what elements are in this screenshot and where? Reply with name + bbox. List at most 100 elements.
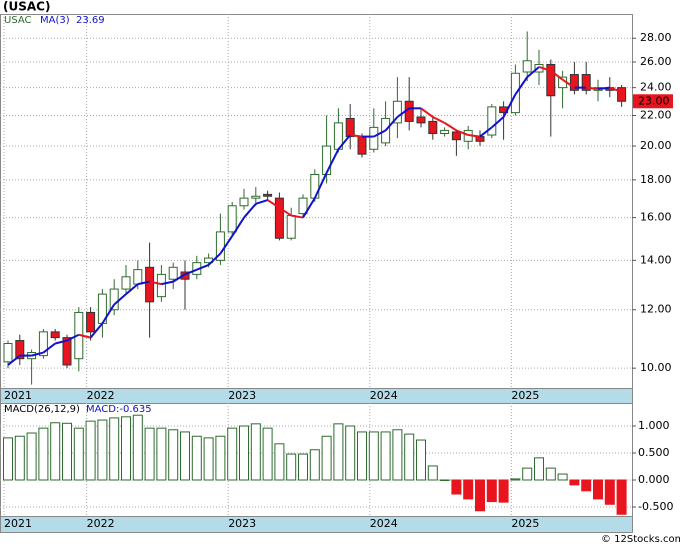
- candle-body: [569, 74, 579, 91]
- macd-bar: [203, 437, 214, 481]
- chart-title: (USAC): [3, 0, 50, 14]
- candle-body: [345, 117, 355, 138]
- candle-body: [274, 197, 284, 239]
- macd-bar: [404, 433, 415, 481]
- ma-line: [550, 69, 564, 81]
- candle-body: [133, 269, 143, 285]
- ma-line: [502, 93, 517, 118]
- macd-bar: [180, 431, 190, 481]
- ma-line: [278, 206, 292, 217]
- year-band: [0, 516, 633, 533]
- legend-item: USAC: [4, 15, 32, 26]
- ma-line: [172, 273, 186, 283]
- y-tick-label: 20.00: [640, 139, 672, 152]
- ma-line: [267, 199, 280, 209]
- candle-body: [121, 276, 131, 290]
- macd-bar: [593, 479, 603, 500]
- x-tick-label: 2022: [87, 389, 115, 402]
- y-tick-label: -0.500: [638, 500, 673, 513]
- macd-bar: [215, 435, 226, 481]
- macd-bar: [109, 417, 120, 481]
- x-tick-label: 2023: [228, 517, 256, 530]
- candle-body: [3, 343, 13, 363]
- macd-bar: [498, 479, 509, 503]
- macd-bar: [427, 465, 438, 481]
- macd-bar: [463, 479, 474, 500]
- candle-body: [357, 136, 367, 155]
- ma-line: [514, 76, 529, 95]
- macd-bar: [534, 457, 544, 481]
- x-tick-label: 2022: [87, 517, 115, 530]
- ma-line: [184, 268, 198, 276]
- x-tick-label: 2023: [228, 389, 256, 402]
- y-tick-label: 10.00: [640, 361, 672, 374]
- candle-body: [38, 331, 48, 357]
- ma-line: [384, 116, 399, 132]
- ma-line: [479, 126, 493, 138]
- ma-line: [113, 293, 127, 306]
- candle-body: [369, 126, 379, 150]
- macd-legend: MACD(26,12,9): [4, 404, 80, 415]
- macd-bar: [522, 467, 533, 481]
- macd-bar: [121, 416, 131, 481]
- candle-body: [62, 337, 72, 366]
- candle-body: [416, 116, 426, 124]
- ma-line: [491, 116, 505, 129]
- candle-body: [286, 215, 296, 239]
- macd-bar: [345, 425, 356, 481]
- candle-body: [168, 266, 178, 280]
- y-tick-label: 1.000: [638, 419, 670, 432]
- candle-body: [227, 205, 237, 233]
- ma-line: [609, 86, 622, 93]
- candle-body: [50, 331, 60, 339]
- price-label: 23.00: [638, 94, 670, 107]
- macd-bar: [439, 479, 450, 481]
- y-tick-label: 24.00: [640, 81, 672, 94]
- candle-body: [298, 197, 308, 215]
- x-tick-label: 2021: [4, 517, 32, 530]
- macd-legend: MACD:-0.635: [86, 404, 152, 415]
- macd-bar: [545, 467, 556, 481]
- x-tick-label: 2025: [511, 389, 539, 402]
- macd-bar: [227, 427, 238, 481]
- macd-bar: [239, 425, 249, 481]
- candle-body: [546, 63, 556, 97]
- macd-bar: [557, 473, 568, 481]
- macd-bar: [274, 443, 285, 481]
- y-tick-label: 12.00: [640, 303, 672, 316]
- macd-bar: [357, 431, 367, 481]
- macd-bar: [62, 422, 72, 481]
- macd-bar: [132, 414, 143, 481]
- candle-body: [392, 100, 402, 124]
- candle-body: [145, 266, 155, 303]
- ma-line: [313, 172, 328, 199]
- macd-bar: [475, 479, 485, 512]
- ma-line: [66, 333, 80, 342]
- ma-line: [597, 86, 610, 90]
- ma-line: [586, 86, 599, 90]
- macd-bar: [26, 432, 37, 481]
- ma-line: [231, 217, 245, 237]
- macd-bar: [309, 449, 320, 481]
- macd-bar: [97, 419, 108, 481]
- macd-bar: [73, 427, 84, 481]
- macd-bar: [14, 435, 25, 481]
- ma-line: [161, 280, 174, 286]
- ma-line: [101, 303, 116, 324]
- ma-line: [373, 129, 387, 138]
- macd-bar: [262, 427, 273, 481]
- macd-bar: [298, 453, 308, 481]
- macd-bar: [191, 435, 202, 481]
- candle-body: [581, 74, 591, 91]
- ma-line: [196, 264, 209, 271]
- y-tick-label: 0.000: [638, 473, 670, 486]
- ma-line: [444, 122, 457, 132]
- macd-bar: [168, 429, 179, 481]
- candle-body: [86, 311, 96, 333]
- ma-line: [432, 116, 446, 124]
- macd-bar: [569, 479, 580, 486]
- y-tick-label: 0.500: [638, 446, 670, 459]
- macd-bar: [321, 435, 332, 481]
- ma-line: [125, 283, 139, 295]
